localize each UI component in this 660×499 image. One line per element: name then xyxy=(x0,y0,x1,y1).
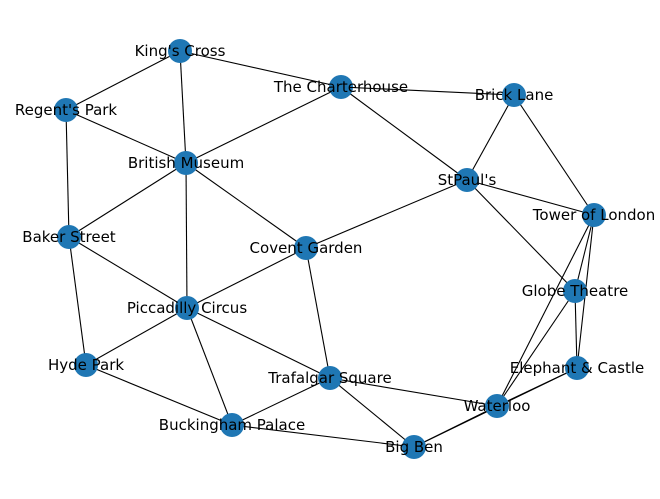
node-tower xyxy=(582,203,606,227)
node-label-covent_garden: Covent Garden xyxy=(250,239,363,257)
edge-charterhouse-st_pauls xyxy=(340,86,468,181)
node-waterloo xyxy=(485,394,509,418)
node-label-big_ben: Big Ben xyxy=(385,438,443,456)
node-label-regents_park: Regent's Park xyxy=(15,101,118,119)
edge-baker_street-hyde_park xyxy=(68,236,87,366)
node-brick_lane xyxy=(502,83,526,107)
node-label-waterloo: Waterloo xyxy=(464,397,531,415)
edge-brick_lane-st_pauls xyxy=(466,94,515,181)
node-kings_cross xyxy=(168,39,192,63)
edge-trafalgar-buckingham xyxy=(231,377,331,426)
edge-piccadilly-buckingham xyxy=(186,307,233,426)
node-label-buckingham: Buckingham Palace xyxy=(159,416,305,434)
node-label-british_museum: British Museum xyxy=(128,154,244,172)
edge-regents_park-baker_street xyxy=(65,109,70,238)
node-buckingham xyxy=(220,413,244,437)
node-st_pauls xyxy=(455,168,479,192)
node-piccadilly xyxy=(175,296,199,320)
node-label-kings_cross: King's Cross xyxy=(135,42,226,60)
node-label-hyde_park: Hyde Park xyxy=(48,356,124,374)
node-label-tower: Tower of London xyxy=(532,206,655,224)
edge-kings_cross-charterhouse xyxy=(179,50,342,88)
edge-piccadilly-trafalgar xyxy=(186,307,331,379)
node-label-elephant: Elephant & Castle xyxy=(510,359,644,377)
node-elephant xyxy=(565,356,589,380)
node-label-baker_street: Baker Street xyxy=(22,228,115,246)
edge-british_museum-baker_street xyxy=(68,162,187,238)
node-baker_street xyxy=(57,225,81,249)
edge-brick_lane-tower xyxy=(513,94,595,216)
edge-covent_garden-trafalgar xyxy=(305,247,331,379)
edge-globe-waterloo xyxy=(496,290,576,407)
edge-globe-elephant xyxy=(574,290,578,369)
node-label-charterhouse: The Charterhouse xyxy=(273,78,408,96)
node-trafalgar xyxy=(318,366,342,390)
node-covent_garden xyxy=(294,236,318,260)
edge-kings_cross-british_museum xyxy=(179,50,187,164)
edge-st_pauls-tower xyxy=(466,179,595,216)
edge-st_pauls-globe xyxy=(466,179,576,292)
node-label-brick_lane: Brick Lane xyxy=(475,86,554,104)
node-regents_park xyxy=(54,98,78,122)
edge-waterloo-big_ben xyxy=(413,405,498,448)
node-label-globe: Globe Theatre xyxy=(522,282,629,300)
node-layer xyxy=(54,39,606,459)
edge-baker_street-piccadilly xyxy=(68,236,188,309)
edge-piccadilly-hyde_park xyxy=(85,307,188,366)
edge-st_pauls-covent_garden xyxy=(305,179,468,249)
node-globe xyxy=(563,279,587,303)
edge-buckingham-big_ben xyxy=(231,424,415,448)
edge-trafalgar-waterloo xyxy=(329,377,498,407)
edge-charterhouse-brick_lane xyxy=(340,86,515,96)
node-label-trafalgar: Trafalgar Square xyxy=(267,369,391,387)
edge-charterhouse-british_museum xyxy=(185,86,342,164)
node-british_museum xyxy=(174,151,198,175)
node-label-piccadilly: Piccadilly Circus xyxy=(127,299,247,317)
edge-british_museum-piccadilly xyxy=(185,162,188,309)
edge-kings_cross-regents_park xyxy=(65,50,181,111)
node-label-st_pauls: StPaul's xyxy=(438,171,497,189)
label-layer: King's Cross The Charterhouse Brick Lane Re… xyxy=(15,42,655,456)
node-hyde_park xyxy=(74,353,98,377)
edge-trafalgar-big_ben xyxy=(329,377,415,448)
node-big_ben xyxy=(402,435,426,459)
node-charterhouse xyxy=(329,75,353,99)
edge-british_museum-covent_garden xyxy=(185,162,307,249)
edge-tower-globe xyxy=(574,214,595,292)
edge-regents_park-british_museum xyxy=(65,109,187,164)
edge-hyde_park-buckingham xyxy=(85,364,233,426)
edge-covent_garden-piccadilly xyxy=(186,247,307,309)
edge-tower-waterloo xyxy=(496,214,595,407)
